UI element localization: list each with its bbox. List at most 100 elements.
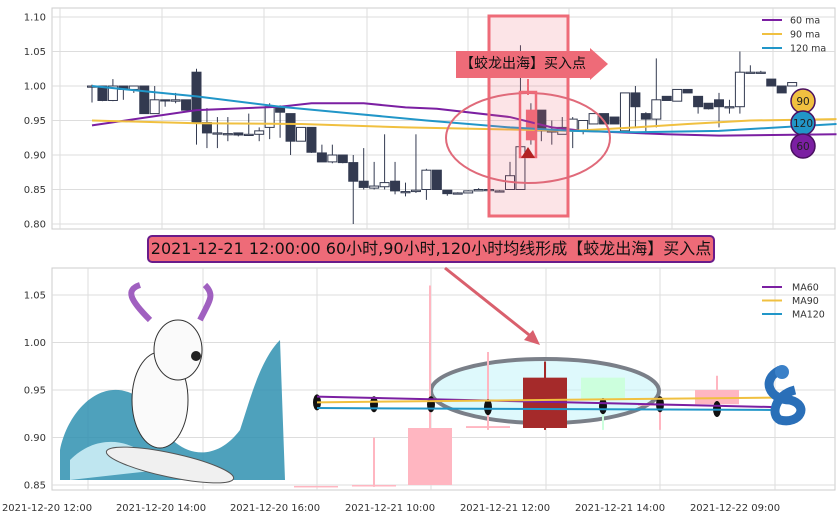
- dog-nose: [191, 351, 201, 361]
- bottom-xtick-label: 2021-12-22 09:00: [690, 503, 780, 514]
- top-candle-body: [379, 182, 390, 188]
- top-candle-body: [243, 133, 254, 137]
- top-candle-body: [400, 191, 411, 194]
- bottom-xtick-label: 2021-12-20 12:00: [2, 503, 92, 514]
- ma-badge: [790, 133, 816, 159]
- bottom-ytick-label: 1.05: [24, 291, 46, 302]
- top-candle-body: [442, 189, 453, 195]
- top-candle-body: [358, 180, 369, 188]
- bottom-candle-body: [466, 426, 510, 428]
- top-candle-body: [421, 169, 432, 190]
- top-candle-body: [672, 88, 683, 102]
- bottom-xtick-label: 2021-12-21 10:00: [345, 503, 435, 514]
- top-candle-body: [107, 85, 118, 101]
- top-ytick-label: 0.90: [24, 151, 46, 162]
- bottom-marker-dot: [484, 399, 492, 416]
- top-candle-body: [170, 99, 181, 102]
- top-candle-body: [703, 102, 714, 110]
- top-candle-body: [327, 154, 338, 163]
- dragon-body: [764, 365, 806, 426]
- top-candle-body: [766, 78, 777, 87]
- top-candle-body: [254, 130, 265, 135]
- bottom-candle-body: [581, 377, 625, 400]
- top-candle-body: [431, 169, 442, 190]
- top-ytick-label: 0.80: [24, 220, 46, 231]
- ma-badge-label: 90: [796, 96, 809, 108]
- top-candle-body: [787, 82, 798, 87]
- banner-pointer-arrow: [444, 266, 534, 340]
- top-candle-body: [410, 189, 421, 193]
- top-candle-body: [463, 190, 474, 194]
- top-candle-body: [452, 192, 463, 195]
- ma-badge-label: 60: [796, 141, 809, 153]
- dragon-head: [775, 365, 789, 379]
- top-candle-body: [233, 132, 244, 136]
- top-plot-area: [51, 7, 836, 230]
- top-ma120-line: [91, 85, 837, 134]
- highlight-band: [487, 14, 570, 218]
- top-candle-body: [630, 92, 641, 108]
- bottom-ma120-line: [316, 407, 776, 411]
- top-candle-body: [473, 189, 484, 192]
- bottom-ytick-label: 0.85: [24, 481, 46, 492]
- top-candle-body: [599, 113, 610, 125]
- top-candle-body: [296, 126, 306, 142]
- top-ytick-label: 1.00: [24, 82, 46, 93]
- bottom-legend-label: MA120: [792, 310, 825, 321]
- top-candle-body: [149, 99, 160, 115]
- top-candle-body: [734, 71, 745, 108]
- bottom-candle-body: [294, 485, 338, 488]
- top-candle-body: [640, 113, 651, 120]
- bottom-ma90-line: [316, 396, 776, 404]
- bottom-xtick-label: 2021-12-21 12:00: [460, 503, 550, 514]
- bottom-xtick-label: 2021-12-21 14:00: [575, 503, 665, 514]
- top-legend-label: 90 ma: [790, 30, 820, 41]
- top-candle-body: [139, 85, 150, 115]
- top-candle-body: [661, 95, 672, 101]
- top-candle-body: [181, 99, 192, 111]
- top-candle-body: [609, 116, 620, 125]
- bottom-xtick-label: 2021-12-20 16:00: [230, 503, 320, 514]
- bottom-legend-label: MA90: [792, 296, 819, 307]
- top-candle-body: [693, 95, 704, 108]
- top-candle-body: [390, 180, 401, 192]
- bottom-legend-label: MA60: [792, 283, 819, 294]
- bottom-xtick-label: 2021-12-20 14:00: [116, 503, 206, 514]
- bottom-ytick-label: 0.90: [24, 433, 46, 444]
- dog-head: [153, 319, 203, 381]
- bottom-candle-body: [352, 485, 396, 487]
- bottom-candle-body: [408, 428, 452, 485]
- buy-point-label: 【蛟龙出海】买入点: [456, 51, 590, 78]
- top-candle-body: [316, 152, 327, 163]
- top-candle-body: [755, 71, 766, 74]
- dog-surfer-image: [60, 282, 285, 484]
- top-candle-body: [212, 132, 223, 135]
- top-candle-body: [619, 92, 630, 132]
- bottom-candle-body: [695, 390, 739, 405]
- top-candle-body: [682, 88, 693, 94]
- top-legend-label: 120 ma: [790, 44, 826, 55]
- top-candle-body: [348, 162, 359, 182]
- top-candle-body: [369, 185, 380, 189]
- top-ma90-line: [91, 118, 837, 132]
- bottom-ytick-label: 0.95: [24, 386, 46, 397]
- buy-triangle-marker: [521, 147, 535, 158]
- top-candle-body: [494, 190, 505, 193]
- top-candle-body: [776, 85, 787, 94]
- top-candle-body: [285, 113, 296, 142]
- top-candle-body: [306, 126, 317, 153]
- signal-banner: 2021-12-21 12:00:00 60小时,90小时,120小时均线形成【…: [147, 235, 715, 263]
- top-candle-body: [160, 99, 171, 102]
- top-candle-body: [588, 113, 599, 125]
- top-candle-body: [651, 99, 662, 120]
- surfboard: [105, 446, 235, 484]
- bottom-ma60-line: [316, 395, 776, 409]
- top-candle-body: [745, 71, 756, 74]
- top-ytick-label: 0.85: [24, 185, 46, 196]
- banner-pointer-arrowhead: [524, 330, 540, 345]
- top-candle-body: [724, 106, 735, 109]
- top-candle-body: [222, 133, 233, 136]
- top-ytick-label: 0.95: [24, 116, 46, 127]
